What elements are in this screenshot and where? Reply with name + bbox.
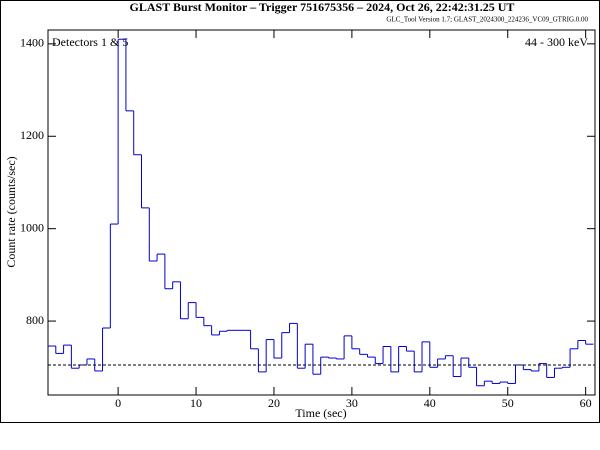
annotation: Detectors 1 & 5	[52, 35, 128, 49]
y-tick-label: 1400	[20, 36, 44, 50]
y-tick-label: 800	[26, 313, 44, 327]
y-axis-label: Count rate (counts/sec)	[4, 156, 18, 267]
chart-subtitle: GLC_Tool Version 1.7; GLAST_2024300_2242…	[386, 16, 588, 24]
plot-frame	[47, 29, 596, 396]
chart-title: GLAST Burst Monitor – Trigger 751675356 …	[130, 0, 515, 14]
x-axis-label: Time (sec)	[295, 406, 346, 420]
x-tick-label: 60	[580, 396, 592, 410]
x-tick-label: 30	[346, 396, 358, 410]
y-tick-label: 1000	[20, 220, 44, 234]
x-tick-label: 40	[424, 396, 436, 410]
x-tick-label: 20	[268, 396, 280, 410]
x-tick-label: 0	[115, 396, 121, 410]
annotation: 44 - 300 keV	[525, 35, 588, 49]
x-tick-label: 10	[190, 396, 202, 410]
y-tick-label: 1200	[20, 128, 44, 142]
x-tick-label: 50	[502, 396, 514, 410]
